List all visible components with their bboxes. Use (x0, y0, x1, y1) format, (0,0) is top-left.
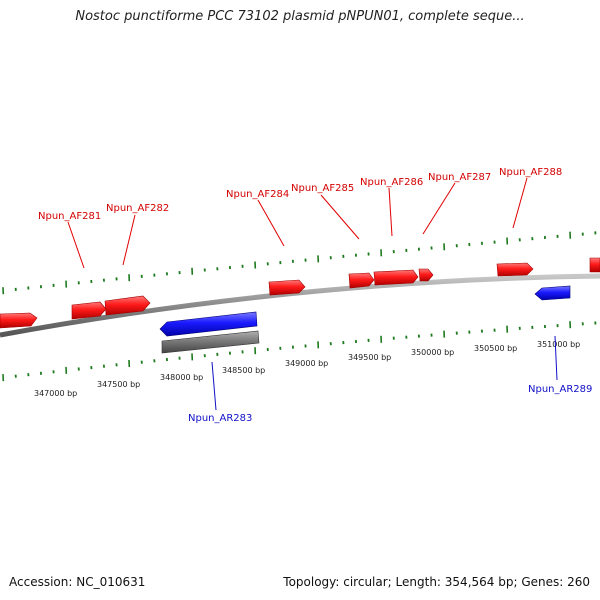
gene-label-forward[interactable]: Npun_AF288 (499, 167, 562, 178)
scale-label: 348500 bp (222, 366, 265, 375)
forward-genes (0, 257, 600, 329)
gene-arrow-reverse[interactable] (534, 285, 571, 301)
gene-label-forward[interactable]: Npun_AF282 (106, 203, 169, 214)
gene-label-forward[interactable]: Npun_AF281 (38, 211, 101, 222)
map-title: Nostoc punctiforme PCC 73102 plasmid pNP… (75, 9, 525, 24)
scale-label: 350500 bp (474, 344, 517, 353)
scale-label: 347500 bp (97, 380, 140, 389)
label-leader-line (67, 221, 85, 269)
scale-labels: 347000 bp 347500 bp 348000 bp 348500 bp … (34, 340, 580, 398)
forward-gene-labels: Npun_AF281 Npun_AF282 Npun_AF284 Npun_AF… (38, 167, 562, 269)
scale-label: 347000 bp (34, 389, 77, 398)
gene-arrow-forward[interactable] (373, 269, 419, 286)
label-leader-line (554, 335, 558, 381)
label-leader-line (388, 187, 393, 237)
gene-arrow-forward[interactable] (71, 301, 107, 320)
label-leader-line (512, 177, 528, 229)
gene-label-forward[interactable]: Npun_AF285 (291, 183, 354, 194)
label-leader-line (122, 214, 136, 266)
reverse-ruler (2, 321, 597, 382)
reverse-gene-labels: Npun_AR283 Npun_AR289 (188, 335, 592, 424)
label-leader-line (257, 199, 285, 247)
scale-label: 349000 bp (285, 359, 328, 368)
scale-label: 348000 bp (160, 373, 203, 382)
gene-label-forward[interactable]: Npun_AF286 (360, 177, 423, 188)
forward-ruler (2, 231, 597, 295)
gene-label-forward[interactable]: Npun_AF287 (428, 172, 491, 183)
gene-arrow-forward[interactable] (104, 295, 151, 316)
gene-arrow-forward[interactable] (0, 312, 38, 329)
label-leader-line (320, 194, 360, 240)
gene-label-forward[interactable]: Npun_AF284 (226, 189, 289, 200)
plasmid-backbone (0, 273, 600, 338)
scale-label: 349500 bp (348, 353, 391, 362)
gene-arrow-reverse[interactable] (159, 311, 258, 337)
gene-arrow-forward[interactable] (418, 268, 434, 282)
map-summary-text: Topology: circular; Length: 354,564 bp; … (283, 575, 590, 589)
gene-arrow-forward[interactable] (268, 279, 306, 296)
scale-label: 351000 bp (537, 340, 580, 349)
scale-label: 350000 bp (411, 348, 454, 357)
gene-arrow-forward[interactable] (589, 257, 600, 273)
label-leader-line (422, 182, 456, 235)
gene-label-reverse[interactable]: Npun_AR283 (188, 413, 252, 424)
gene-arrow-forward[interactable] (496, 262, 534, 277)
accession-text: Accession: NC_010631 (9, 575, 146, 589)
gray-feature[interactable] (161, 330, 260, 354)
label-leader-line (211, 361, 217, 411)
gene-arrow-forward[interactable] (348, 272, 375, 289)
gene-label-reverse[interactable]: Npun_AR289 (528, 384, 592, 395)
reverse-genes (159, 285, 571, 337)
